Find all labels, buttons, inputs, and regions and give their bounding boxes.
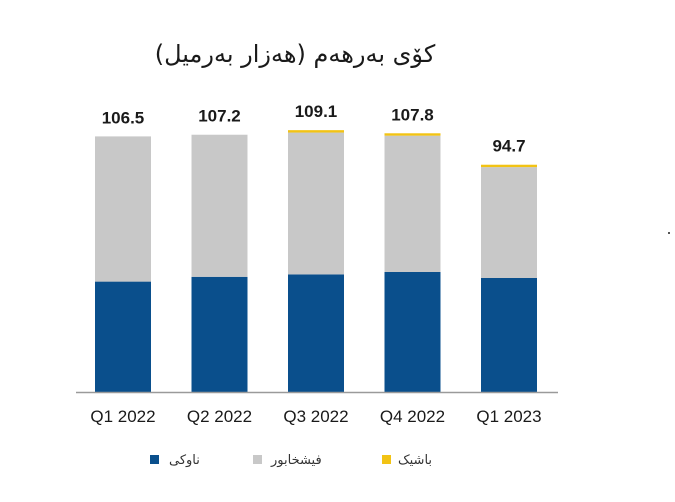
total-label-1: 106.5 (102, 108, 145, 127)
bar-segment-2-3 (288, 132, 344, 275)
total-label-4: 107.8 (391, 105, 434, 124)
total-labels: 106.5 107.2 109.1 107.8 94.7 (102, 102, 526, 156)
x-tick-labels: Q1 2022 Q2 2022 Q3 2022 Q4 2022 Q1 2023 (90, 407, 541, 426)
bar-segment-1-4 (384, 272, 441, 392)
legend-swatch-1 (150, 455, 159, 464)
x-tick-label-5: Q1 2023 (476, 407, 541, 426)
bar-segment-3-5 (481, 164, 537, 168)
bar-segment-1-1 (95, 281, 151, 392)
bar-segment-1-5 (481, 278, 537, 392)
bar-segment-1-2 (191, 276, 248, 392)
legend-label-3: باشیک (398, 453, 432, 468)
total-label-5: 94.7 (492, 137, 525, 156)
legend-label-1: ناوکی (169, 453, 200, 468)
legend-swatch-2 (253, 455, 262, 464)
legend-swatch-3 (382, 455, 391, 464)
x-tick-label-1: Q1 2022 (90, 407, 155, 426)
bar-segment-3-3 (288, 130, 344, 133)
bar-segment-3-4 (384, 133, 441, 136)
bar-segment-2-5 (481, 167, 537, 278)
bar-segment-2-1 (95, 136, 151, 282)
legend-label-2: فیشخابور (270, 453, 322, 468)
bar-segment-2-2 (191, 134, 248, 277)
x-tick-label-3: Q3 2022 (283, 407, 348, 426)
chart-title: کۆی بەرهەم (هەزار بەرمیل) (155, 40, 436, 68)
x-tick-label-2: Q2 2022 (187, 407, 252, 426)
edge-dot (668, 232, 670, 234)
bar-segment-2-4 (384, 135, 441, 272)
bars-layer (95, 130, 537, 392)
total-label-2: 107.2 (198, 107, 241, 126)
x-tick-label-4: Q4 2022 (380, 407, 445, 426)
bar-segment-1-3 (288, 274, 344, 392)
legend: ناوکی فیشخابور باشیک (150, 453, 432, 468)
total-label-3: 109.1 (295, 102, 338, 121)
